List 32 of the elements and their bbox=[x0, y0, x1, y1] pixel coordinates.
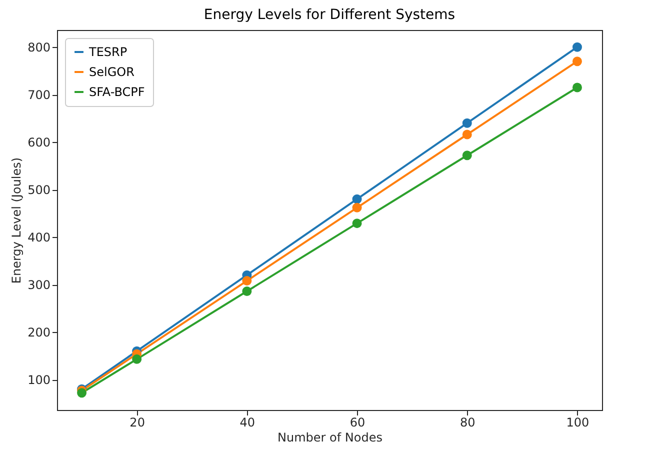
point bbox=[242, 286, 252, 296]
x-tick-label: 40 bbox=[240, 416, 256, 430]
chart-title: Energy Levels for Different Systems bbox=[204, 7, 456, 23]
y-tick-label: 100 bbox=[28, 373, 50, 388]
legend-label: TESRP bbox=[88, 45, 128, 59]
x-axis-title: Number of Nodes bbox=[278, 430, 382, 444]
point bbox=[462, 130, 472, 140]
y-tick-label: 600 bbox=[28, 136, 50, 150]
legend-label: SelGOR bbox=[89, 65, 134, 79]
point bbox=[352, 194, 362, 204]
y-tick-label: 300 bbox=[28, 278, 50, 292]
point bbox=[352, 202, 362, 212]
x-tick-label: 60 bbox=[350, 416, 366, 430]
point bbox=[462, 150, 472, 160]
point bbox=[572, 56, 582, 66]
y-tick-label: 700 bbox=[28, 88, 50, 102]
y-tick-label: 800 bbox=[28, 40, 50, 55]
point bbox=[572, 82, 582, 92]
point bbox=[132, 354, 142, 364]
y-tick-label: 400 bbox=[28, 230, 50, 245]
legend-label: SFA-BCPF bbox=[89, 85, 145, 99]
y-tick-label: 500 bbox=[28, 183, 50, 198]
point bbox=[572, 42, 582, 52]
point bbox=[462, 118, 472, 128]
point bbox=[242, 276, 252, 286]
x-tick-label: 20 bbox=[130, 416, 145, 430]
point bbox=[77, 388, 87, 398]
y-axis-title: Energy Level (Joules) bbox=[10, 157, 24, 284]
point bbox=[352, 218, 362, 228]
x-tick-label: 100 bbox=[566, 416, 590, 430]
y-tick-label: 200 bbox=[28, 326, 50, 340]
x-tick-label: 80 bbox=[460, 416, 476, 430]
